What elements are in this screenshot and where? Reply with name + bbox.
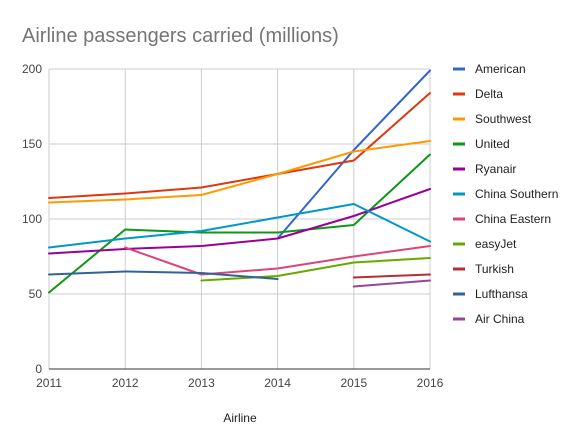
series-line-turkish xyxy=(352,273,431,279)
legend-label: American xyxy=(475,62,526,76)
x-tick-label: 2016 xyxy=(417,376,444,390)
legend-label: United xyxy=(475,137,510,151)
axes: 0 50 100 150 200 2011 2012 2013 2014 2015 2016 xyxy=(22,62,444,390)
x-tick-label: 2015 xyxy=(340,376,367,390)
legend-label: Ryanair xyxy=(475,162,516,176)
series-line-southwest xyxy=(48,140,431,204)
legend-label: China Southern xyxy=(475,187,558,201)
grid-lines xyxy=(48,68,431,369)
series-line-air-china xyxy=(352,279,431,288)
series-line-delta xyxy=(48,92,431,199)
series-line-china-eastern xyxy=(124,245,431,276)
x-tick-label: 2011 xyxy=(36,376,62,390)
x-tick-label: 2012 xyxy=(112,376,139,390)
legend-label: China Eastern xyxy=(475,212,551,226)
legend-label: Delta xyxy=(475,87,503,101)
y-tick-label: 50 xyxy=(29,287,43,301)
series-line-ryanair xyxy=(48,188,431,255)
x-tick-label: 2014 xyxy=(264,376,291,390)
legend-item-china-eastern[interactable]: China Eastern xyxy=(453,212,551,226)
y-tick-label: 150 xyxy=(22,137,42,151)
series-line-china-southern xyxy=(48,203,431,249)
legend-item-ryanair[interactable]: Ryanair xyxy=(453,162,516,176)
chart-title: Airline passengers carried (millions) xyxy=(22,25,339,47)
legend-item-american[interactable]: American xyxy=(453,62,526,76)
legend-item-united[interactable]: United xyxy=(453,137,510,151)
legend-item-lufthansa[interactable]: Lufthansa xyxy=(453,287,528,301)
series-line-easyjet xyxy=(200,257,431,282)
legend-item-easyjet[interactable]: easyJet xyxy=(453,237,517,251)
series-line-american xyxy=(276,69,431,240)
legend-item-china-southern[interactable]: China Southern xyxy=(453,187,558,201)
legend-item-delta[interactable]: Delta xyxy=(453,87,503,101)
y-tick-label: 100 xyxy=(22,212,42,226)
legend: American Delta Southwest United Ryanair China… xyxy=(453,62,558,326)
legend-item-southwest[interactable]: Southwest xyxy=(453,112,532,126)
y-tick-label: 0 xyxy=(35,362,42,376)
series-line-lufthansa xyxy=(48,270,279,280)
legend-label: Air China xyxy=(475,312,525,326)
legend-item-air-china[interactable]: Air China xyxy=(453,312,525,326)
x-axis-label: Airline xyxy=(223,411,257,425)
legend-label: Turkish xyxy=(475,262,514,276)
legend-item-turkish[interactable]: Turkish xyxy=(453,262,514,276)
y-tick-label: 200 xyxy=(22,62,42,76)
legend-label: Lufthansa xyxy=(475,287,528,301)
legend-label: easyJet xyxy=(475,237,517,251)
x-tick-label: 2013 xyxy=(188,376,215,390)
legend-label: Southwest xyxy=(475,112,532,126)
series-lines xyxy=(48,69,431,294)
